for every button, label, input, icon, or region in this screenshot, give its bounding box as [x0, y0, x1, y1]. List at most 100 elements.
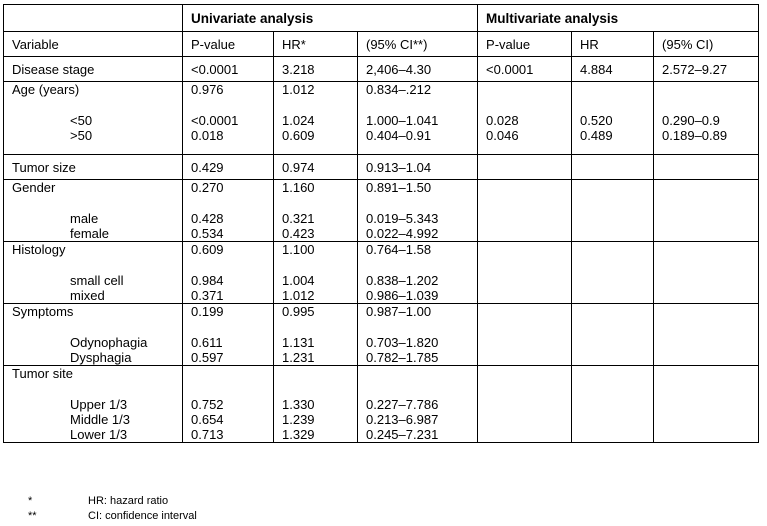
u-ci-cell: 0.764–1.58 0.838–1.202 0.986–1.039 [356, 241, 479, 304]
value: 0.404–0.91 [366, 128, 432, 143]
value: 0.534 [191, 226, 224, 241]
table-row: Tumor size 0.429 0.974 0.913–1.04 [3, 154, 760, 180]
m-hr-cell [571, 154, 655, 180]
value: 0.213–6.987 [366, 412, 439, 427]
m-hr-cell [571, 303, 655, 366]
footnote-mark: ** [28, 510, 37, 522]
variable-label: Gender [12, 180, 56, 196]
table-row: Tumor site Upper 1/3 Middle 1/3 Lower 1/… [3, 365, 760, 443]
value: 0.371 [191, 288, 224, 303]
m-ci-cell: 2.572–9.27 [653, 56, 760, 82]
value: 0.227–7.786 [366, 397, 439, 412]
value: 0.321 [282, 211, 315, 226]
m-hr-cell [571, 365, 655, 443]
u-hr-cell: 3.218 [273, 56, 358, 82]
value: 0.752 [191, 397, 224, 412]
value: 0.028 [486, 113, 519, 128]
u-hr-cell: 1.330 1.239 1.329 [273, 365, 358, 443]
value: 1.012 [282, 288, 315, 303]
value: 0.423 [282, 226, 315, 241]
u-ci-cell: 0.913–1.04 [356, 154, 479, 180]
value: 0.764–1.58 [366, 242, 432, 258]
survival-analysis-table: Univariate analysis Multivariate analysi… [3, 4, 760, 443]
column-header-m-hr: HR [571, 31, 655, 57]
variable-label: Histology [12, 242, 66, 258]
value: 0.489 [580, 128, 613, 143]
column-header-m-pvalue: P-value [477, 31, 573, 57]
column-header-variable: Variable [3, 31, 183, 57]
variable-label: Age (years) [12, 82, 80, 98]
u-pvalue-cell: 0.270 0.428 0.534 [182, 179, 274, 242]
value: 1.231 [282, 350, 315, 365]
variable-label: Tumor site [12, 366, 73, 382]
u-pvalue-cell: 0.976 <0.0001 0.018 [182, 81, 274, 155]
u-hr-cell: 0.995 1.131 1.231 [273, 303, 358, 366]
value: 0.834–.212 [366, 82, 432, 98]
value: 0.654 [191, 412, 224, 427]
m-ci-cell [653, 154, 760, 180]
value: 0.987–1.00 [366, 304, 432, 320]
value: 0.609 [191, 242, 224, 258]
variable-cell: Histology small cell mixed [3, 241, 183, 304]
table-row: Symptoms Odynophagia Dysphagia 0.199 0.6… [3, 303, 760, 366]
value: 0.703–1.820 [366, 335, 439, 350]
u-hr-cell: 1.012 1.024 0.609 [273, 81, 358, 155]
subgroup-label: female [70, 226, 110, 241]
value: 0.245–7.231 [366, 427, 439, 442]
m-ci-cell [653, 179, 760, 242]
value: 1.024 [282, 113, 315, 128]
value: 1.330 [282, 397, 315, 412]
variable-cell: Symptoms Odynophagia Dysphagia [3, 303, 183, 366]
m-ci-cell [653, 241, 760, 304]
subgroup-label: Middle 1/3 [70, 412, 130, 427]
subgroup-label: male [70, 211, 99, 226]
subgroup-label: mixed [70, 288, 105, 303]
column-header-row: Variable P-value HR* (95% CI**) P-value … [3, 31, 760, 57]
u-hr-cell: 1.100 1.004 1.012 [273, 241, 358, 304]
m-pvalue-cell [477, 303, 573, 366]
value: 0.270 [191, 180, 224, 196]
group-header-blank [3, 4, 183, 32]
subgroup-label: Odynophagia [70, 335, 148, 350]
m-pvalue-cell [477, 241, 573, 304]
value: 0.976 [191, 82, 224, 98]
value: 0.290–0.9 [662, 113, 720, 128]
column-header-u-pvalue: P-value [182, 31, 274, 57]
subgroup-label: <50 [70, 113, 93, 128]
value: 0.838–1.202 [366, 273, 439, 288]
value: 1.131 [282, 335, 315, 350]
value: <0.0001 [191, 113, 239, 128]
value: 0.199 [191, 304, 224, 320]
m-pvalue-cell [477, 154, 573, 180]
footnote-text: HR: hazard ratio [88, 495, 169, 507]
value: 0.713 [191, 427, 224, 442]
value: 1.000–1.041 [366, 113, 439, 128]
value: 0.782–1.785 [366, 350, 439, 365]
value: 0.018 [191, 128, 224, 143]
m-ci-cell: 0.290–0.9 0.189–0.89 [653, 81, 760, 155]
table-row: Age (years) <50 >50 0.976 <0.0001 0.018 … [3, 81, 760, 155]
u-ci-cell: 0.891–1.50 0.019–5.343 0.022–4.992 [356, 179, 479, 242]
subgroup-label: Upper 1/3 [70, 397, 128, 412]
value: 1.012 [282, 82, 315, 98]
m-pvalue-cell: 0.028 0.046 [477, 81, 573, 155]
univariate-group-header: Univariate analysis [181, 4, 479, 32]
u-pvalue-cell: 0.752 0.654 0.713 [182, 365, 274, 443]
value: 0.891–1.50 [366, 180, 432, 196]
footnote-text: CI: confidence interval [88, 510, 197, 522]
u-ci-cell: 0.987–1.00 0.703–1.820 0.782–1.785 [356, 303, 479, 366]
value: 0.986–1.039 [366, 288, 439, 303]
u-pvalue-cell: 0.199 0.611 0.597 [182, 303, 274, 366]
value: 0.189–0.89 [662, 128, 728, 143]
subgroup-label: Dysphagia [70, 350, 132, 365]
value: 0.019–5.343 [366, 211, 439, 226]
variable-cell: Tumor size [3, 154, 183, 180]
table-row: Disease stage <0.0001 3.218 2,406–4.30 <… [3, 56, 760, 82]
variable-cell: Age (years) <50 >50 [3, 81, 183, 155]
u-hr-cell: 0.974 [273, 154, 358, 180]
u-pvalue-cell: 0.609 0.984 0.371 [182, 241, 274, 304]
u-pvalue-cell: <0.0001 [182, 56, 274, 82]
m-hr-cell: 0.520 0.489 [571, 81, 655, 155]
value: 0.609 [282, 128, 315, 143]
m-ci-cell [653, 303, 760, 366]
